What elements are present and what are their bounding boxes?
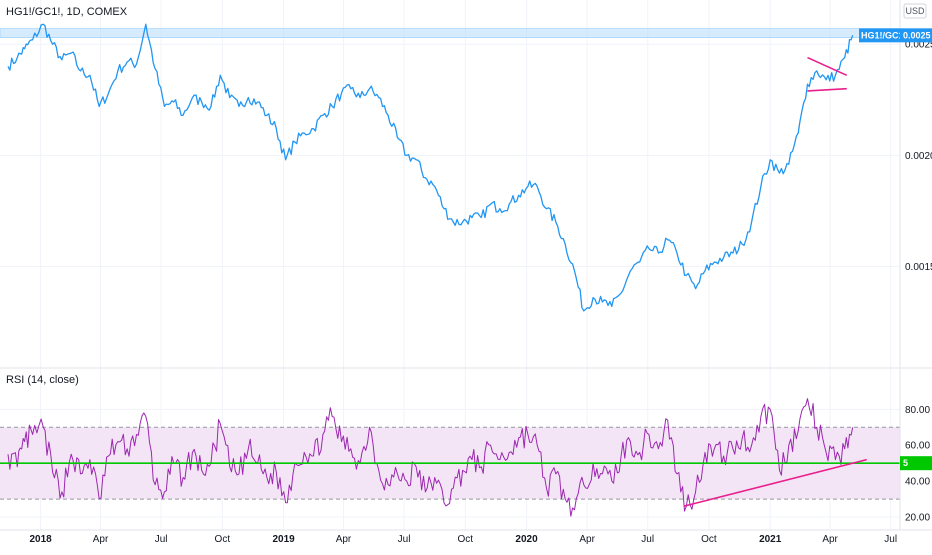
x-tick-label: Apr xyxy=(822,534,838,545)
rsi-y-tick-label: 80.00 xyxy=(905,405,930,416)
rsi-value-tag-label: 5 xyxy=(903,458,908,468)
x-tick-label: Oct xyxy=(701,534,717,545)
symbol-header: HG1!/GC1!, 1D, COMEX xyxy=(6,6,128,18)
price-trendline xyxy=(807,87,847,92)
x-tick-label: Oct xyxy=(458,534,474,545)
price-value-tag-bg xyxy=(900,28,932,43)
x-tick-label: 2020 xyxy=(515,534,538,545)
rsi-y-tick-label: 60.00 xyxy=(905,441,930,452)
rsi-y-tick-label: 20.00 xyxy=(905,513,930,524)
price-y-tick-label: 0.0015 xyxy=(905,262,932,273)
price-series-tag-label: HG1!/GC1! xyxy=(861,30,907,40)
rsi-value-tag: 5 xyxy=(900,456,932,471)
price-series-tag-bg xyxy=(859,28,900,43)
rsi-value-tag-bg xyxy=(900,456,932,471)
rsi-header: RSI (14, close) xyxy=(6,374,79,386)
rsi-y-tick-label: 40.00 xyxy=(905,477,930,488)
x-tick-label: Jul xyxy=(398,534,411,545)
x-tick-label: Apr xyxy=(336,534,352,545)
x-tick-label: Oct xyxy=(215,534,231,545)
currency-badge[interactable]: USD xyxy=(903,3,927,19)
price-y-tick-label: 0.0025 xyxy=(905,40,932,51)
x-tick-label: 2019 xyxy=(272,534,295,545)
rsi-series-line xyxy=(7,398,854,517)
x-tick-label: Jul xyxy=(641,534,654,545)
price-value-tag: 0.0025 xyxy=(900,28,932,43)
x-tick-label: Apr xyxy=(93,534,109,545)
price-trendline xyxy=(807,56,848,77)
price-series-tag: HG1!/GC1! xyxy=(859,28,907,43)
x-tick-label: Jul xyxy=(884,534,897,545)
x-tick-label: 2021 xyxy=(759,534,782,545)
x-tick-label: 2018 xyxy=(29,534,52,545)
price-series-line xyxy=(7,23,854,312)
price-value-tag-label: 0.0025 xyxy=(903,30,931,40)
currency-badge-label: USD xyxy=(905,6,925,16)
price-horizontal-band xyxy=(0,28,901,38)
rsi-trendline xyxy=(683,458,867,508)
x-tick-label: Apr xyxy=(579,534,595,545)
x-tick-label: Jul xyxy=(155,534,168,545)
